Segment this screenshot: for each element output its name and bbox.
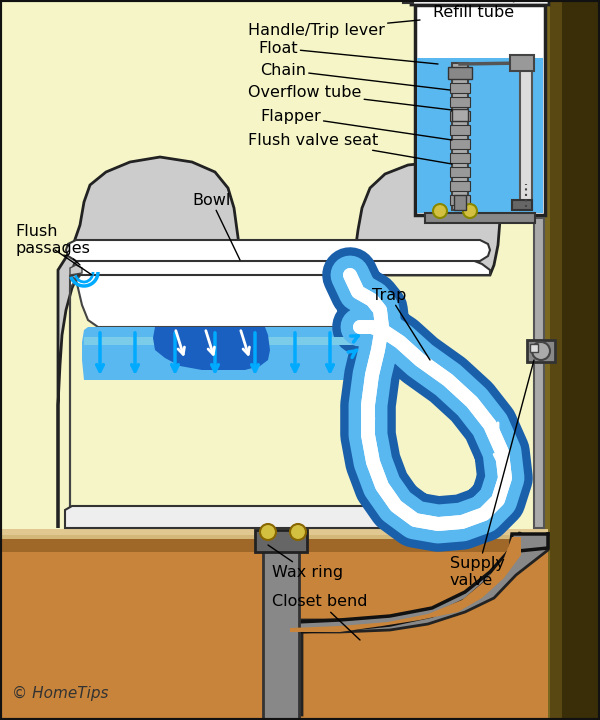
Bar [0,529,548,535]
Bar [510,55,534,71]
Circle shape [260,524,276,540]
Bar [403,0,413,3]
Text: Flapper: Flapper [260,109,452,140]
Bar [450,195,470,205]
Bar [454,195,466,210]
Bar [255,530,307,552]
Bar [450,97,470,107]
Text: Wax ring: Wax ring [268,545,343,580]
Polygon shape [70,265,82,275]
Bar [450,167,470,177]
Bar [527,340,555,362]
Polygon shape [242,162,500,275]
Bar [450,83,470,93]
Bar [512,200,532,210]
Polygon shape [272,537,521,708]
Bar [452,109,468,121]
Bar [425,213,535,223]
Text: © HomeTips: © HomeTips [12,686,109,701]
Bar [542,0,550,720]
Bar [0,531,548,539]
Text: Supply
valve: Supply valve [450,360,534,588]
Polygon shape [72,260,490,275]
Bar [0,535,548,720]
Bar [452,63,468,210]
Bar [450,153,470,163]
Circle shape [532,342,550,360]
Circle shape [433,204,447,218]
Bar [560,0,600,720]
Bar [548,0,562,720]
Circle shape [463,204,477,218]
Bar [448,67,472,79]
Bar [417,58,543,213]
Bar [450,139,470,149]
Bar [0,534,548,552]
Bar [415,5,545,215]
Polygon shape [411,0,549,5]
Polygon shape [153,327,270,370]
Text: Chain: Chain [260,63,450,90]
Bar [450,125,470,135]
Bar [450,181,470,191]
Polygon shape [65,506,496,528]
Circle shape [290,524,306,540]
Text: Overflow tube: Overflow tube [248,84,452,110]
Text: Handle/Trip lever: Handle/Trip lever [248,20,420,37]
Bar [534,218,544,528]
Text: Closet bend: Closet bend [272,595,367,640]
Bar [520,58,532,210]
Polygon shape [58,157,242,528]
Text: Flush valve seat: Flush valve seat [248,132,452,164]
Text: Bowl: Bowl [192,192,240,260]
Text: Float: Float [258,40,438,64]
Polygon shape [66,240,490,261]
Polygon shape [70,273,366,528]
Bar [530,344,538,352]
Polygon shape [82,327,360,380]
Polygon shape [296,534,548,632]
Bar [534,348,554,358]
Bar [84,337,358,345]
Text: Trap: Trap [372,287,430,360]
Text: Flush
passages: Flush passages [15,224,90,265]
Text: Refill tube: Refill tube [433,0,520,19]
Bar [263,550,299,720]
Polygon shape [263,532,548,715]
Bar [450,111,470,121]
